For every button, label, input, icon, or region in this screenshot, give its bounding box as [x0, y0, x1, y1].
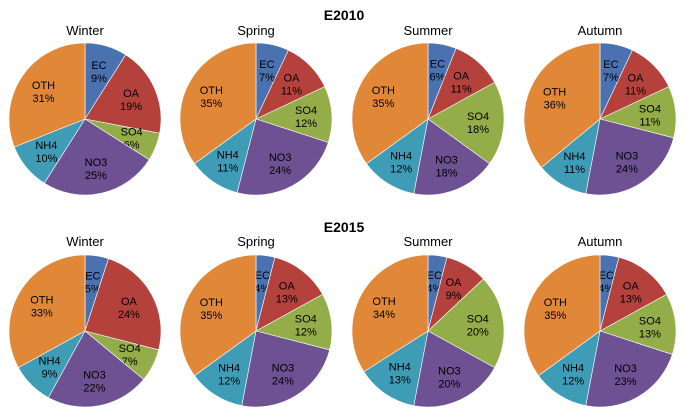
slice-label-nh4: NH4 11% — [217, 149, 239, 174]
pie-title: Spring — [237, 234, 275, 249]
slice-no3 — [241, 330, 330, 408]
slice-label-so4: SO4 7% — [119, 343, 141, 368]
slice-label-oth: OTH 35% — [200, 85, 223, 110]
pie-title: Autumn — [578, 23, 623, 38]
slice-label-so4: SO4 18% — [467, 111, 489, 136]
slice-no3 — [236, 118, 329, 196]
slice-label-nh4: NH4 9% — [39, 355, 61, 380]
slice-label-oth: OTH 36% — [543, 87, 566, 112]
slice-oth — [351, 254, 429, 373]
slice-label-no3: NO3 25% — [85, 157, 108, 182]
slice-label-oth: OTH 31% — [32, 80, 55, 105]
slice-no3 — [585, 118, 674, 196]
slice-oth — [179, 42, 257, 165]
slice-no3 — [585, 330, 673, 408]
slice-oa — [599, 257, 668, 332]
slice-oth — [8, 42, 86, 148]
pie-e2010-spring: Spring EC 7% OA 11% SO4 12%NO3 24% NH4 11% OTH 35% — [179, 23, 333, 196]
slice-oth — [351, 42, 429, 165]
slice-label-ec: EC 5% — [85, 270, 101, 295]
slice-label-ec: EC 7% — [603, 59, 619, 84]
slice-label-oa: OA 13% — [620, 280, 642, 305]
slice-label-oa: OA 19% — [120, 88, 142, 113]
pie-e2010-autumn: Autumn EC 7% OA 11% SO4 11%NO3 24% NH4 11% OTH 36% — [523, 23, 677, 196]
slice-oth — [523, 254, 601, 377]
slice-label-so4: SO4 13% — [639, 315, 661, 340]
slice-label-oa: OA 24% — [118, 296, 140, 321]
slice-label-ec: EC 7% — [259, 59, 275, 84]
pie-e2015-winter: Winter EC 5% OA 24% SO4 7% NO3 22% NH4 9% OTH 33% — [8, 234, 162, 408]
slice-label-nh4: NH4 12% — [218, 362, 240, 387]
pie-title: Winter — [66, 234, 104, 249]
group-title-e2010: E2010 — [324, 7, 365, 23]
pie-e2010-summer: Summer EC 6% OA 11% SO4 18% NO3 18% NH4 12% OTH 35% — [351, 23, 505, 196]
slice-no3 — [47, 330, 144, 408]
slice-label-nh4: NH4 10% — [35, 140, 57, 165]
slice-label-oa: OA 11% — [625, 73, 646, 98]
slice-no3 — [43, 118, 150, 196]
pie-title: Spring — [237, 23, 275, 38]
slice-label-no3: NO3 20% — [438, 365, 461, 390]
slice-label-oa: OA 13% — [276, 280, 298, 305]
slice-label-oth: OTH 35% — [200, 297, 223, 322]
pie-title: Autumn — [578, 234, 623, 249]
slice-nh4 — [363, 330, 429, 407]
slice-so4 — [599, 293, 677, 355]
pie-title: Winter — [66, 23, 104, 38]
slice-oth — [523, 42, 601, 168]
group-title-e2015: E2015 — [324, 219, 365, 235]
slice-label-no3: NO3 23% — [614, 363, 637, 388]
slice-label-oth: OTH 34% — [372, 296, 395, 321]
slice-oa — [84, 258, 162, 351]
slice-label-nh4: NH4 13% — [389, 361, 411, 386]
slice-label-so4: SO4 12% — [295, 314, 317, 339]
slice-so4 — [427, 81, 505, 165]
slice-label-so4: SO4 11% — [639, 103, 661, 128]
slice-label-no3: NO3 24% — [616, 150, 639, 175]
slice-label-no3: NO3 18% — [435, 155, 458, 180]
pie-title: Summer — [403, 23, 453, 38]
slice-oth — [8, 254, 86, 369]
slice-label-so4: SO4 12% — [295, 105, 317, 130]
slice-oth — [179, 254, 257, 377]
slice-label-nh4: NH4 12% — [390, 150, 412, 175]
slice-label-oa: OA 11% — [281, 73, 302, 98]
slice-label-oa: OA 11% — [451, 70, 472, 95]
slice-oa — [84, 54, 162, 134]
slice-label-no3: NO3 24% — [269, 152, 292, 177]
slice-label-ec: EC 9% — [91, 60, 107, 85]
slice-label-oth: OTH 35% — [372, 85, 395, 110]
slice-label-nh4: NH4 11% — [563, 151, 585, 176]
slice-so4 — [427, 278, 505, 369]
pie-title: Summer — [403, 234, 453, 249]
slice-label-no3: NO3 24% — [272, 362, 295, 387]
slice-label-no3: NO3 22% — [83, 369, 106, 394]
slice-no3 — [413, 118, 490, 196]
slice-label-so4: SO4 20% — [467, 314, 489, 339]
slice-label-oa: OA 9% — [446, 277, 463, 302]
slice-oa — [255, 257, 324, 332]
slice-label-oth: OTH 33% — [30, 294, 53, 319]
slice-no3 — [413, 330, 496, 408]
slice-label-nh4: NH4 12% — [562, 362, 584, 387]
slice-label-ec: EC 6% — [429, 59, 445, 84]
slice-label-oth: OTH 35% — [544, 297, 567, 322]
